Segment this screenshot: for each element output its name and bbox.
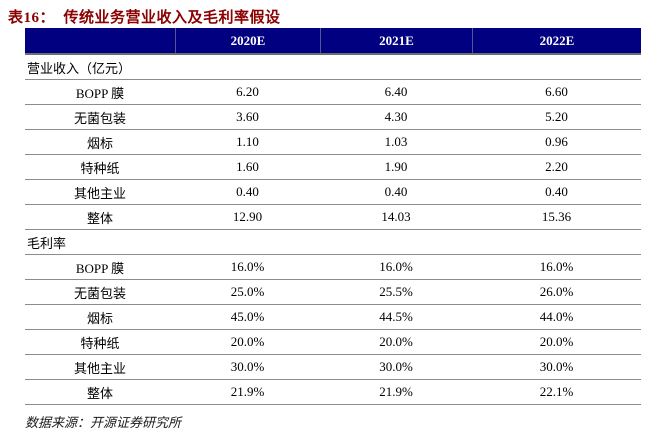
row-label: 特种纸 — [80, 160, 120, 176]
cell-2021e: 21.9% — [379, 384, 413, 399]
row-label: BOPP 膜 — [75, 85, 125, 101]
table-caption: 表16： 传统业务营业收入及毛利率假设 — [8, 10, 281, 26]
table-row-revenue-specialty-paper: 特种纸 1.60 1.90 2.20 — [25, 155, 641, 180]
table-row-margin-bopp: BOPP 膜 16.0% 16.0% 16.0% — [25, 255, 641, 280]
cell-2020e: 45.0% — [230, 309, 265, 324]
cell-2022e: 5.20 — [545, 109, 568, 124]
row-label: 整体 — [86, 210, 113, 226]
cell-2021e: 30.0% — [379, 359, 413, 374]
cell-2020e: 6.20 — [236, 84, 259, 99]
cell-2021e: 4.30 — [384, 109, 408, 124]
cell-2021e: 44.5% — [379, 309, 413, 324]
row-label: 烟标 — [86, 310, 113, 326]
table-row-margin-tobacco: 烟标 45.0% 44.5% 44.0% — [25, 305, 641, 330]
table-row-revenue-bopp: BOPP 膜 6.20 6.40 6.60 — [25, 80, 641, 105]
row-label: 特种纸 — [80, 335, 120, 351]
header-cell-2021e: 2021E — [320, 28, 472, 53]
cell-2020e: 0.40 — [236, 184, 259, 199]
table-row-revenue-aseptic: 无菌包装 3.60 4.30 5.20 — [25, 105, 641, 130]
cell-2020e: 30.0% — [230, 359, 265, 374]
cell-2021e: 14.03 — [381, 209, 411, 224]
table-row-margin-aseptic: 无菌包装 25.0% 25.5% 26.0% — [25, 280, 641, 305]
table-header-row: 2020E 2021E 2022E — [25, 28, 641, 55]
cell-2022e: 20.0% — [539, 334, 574, 349]
cell-2022e: 6.60 — [545, 84, 568, 99]
cell-2022e: 16.0% — [539, 259, 574, 274]
cell-2021e: 0.40 — [384, 184, 408, 199]
cell-2022e: 30.0% — [539, 359, 574, 374]
cell-2021e: 6.40 — [384, 84, 408, 99]
row-label: 烟标 — [86, 135, 113, 151]
cell-2022e: 0.40 — [545, 184, 568, 199]
cell-2020e: 1.60 — [236, 159, 259, 174]
cell-2020e: 1.10 — [236, 134, 259, 149]
header-cell-2022e: 2022E — [472, 28, 641, 53]
row-label: 整体 — [86, 385, 113, 401]
cell-2021e: 20.0% — [379, 334, 413, 349]
data-source-note: 数据来源：开源证券研究所 — [25, 415, 182, 430]
section-header-gross-margin: 毛利率 — [25, 230, 641, 255]
cell-2020e: 12.90 — [232, 209, 263, 224]
table-row-revenue-tobacco: 烟标 1.10 1.03 0.96 — [25, 130, 641, 155]
table-row-revenue-other: 其他主业 0.40 0.40 0.40 — [25, 180, 641, 205]
row-label: 无菌包装 — [73, 110, 126, 126]
cell-2021e: 1.90 — [384, 159, 408, 174]
cell-2021e: 1.03 — [384, 134, 408, 149]
cell-2022e: 2.20 — [545, 159, 568, 174]
cell-2022e: 0.96 — [545, 134, 568, 149]
header-cell-empty — [25, 28, 175, 53]
cell-2020e: 20.0% — [230, 334, 265, 349]
cell-2022e: 15.36 — [541, 209, 572, 224]
row-label: BOPP 膜 — [75, 260, 125, 276]
cell-2020e: 3.60 — [236, 109, 259, 124]
assumptions-table: 2020E 2021E 2022E 营业收入（亿元） BOPP 膜 6.20 6… — [25, 28, 641, 405]
cell-2021e: 16.0% — [379, 259, 413, 274]
cell-2021e: 25.5% — [379, 284, 413, 299]
cell-2022e: 22.1% — [539, 384, 574, 399]
cell-2020e: 21.9% — [230, 384, 265, 399]
table-row-margin-specialty-paper: 特种纸 20.0% 20.0% 20.0% — [25, 330, 641, 355]
section-header-revenue: 营业收入（亿元） — [25, 55, 641, 80]
row-label: 无菌包装 — [73, 285, 126, 301]
cell-2022e: 44.0% — [539, 309, 574, 324]
row-label: 其他主业 — [73, 185, 126, 201]
row-label: 其他主业 — [73, 360, 126, 376]
cell-2020e: 16.0% — [230, 259, 265, 274]
header-cell-2020e: 2020E — [175, 28, 320, 53]
cell-2020e: 25.0% — [230, 284, 265, 299]
table-row-margin-total: 整体 21.9% 21.9% 22.1% — [25, 380, 641, 405]
cell-2022e: 26.0% — [539, 284, 574, 299]
table-row-revenue-total: 整体 12.90 14.03 15.36 — [25, 205, 641, 230]
table-row-margin-other: 其他主业 30.0% 30.0% 30.0% — [25, 355, 641, 380]
